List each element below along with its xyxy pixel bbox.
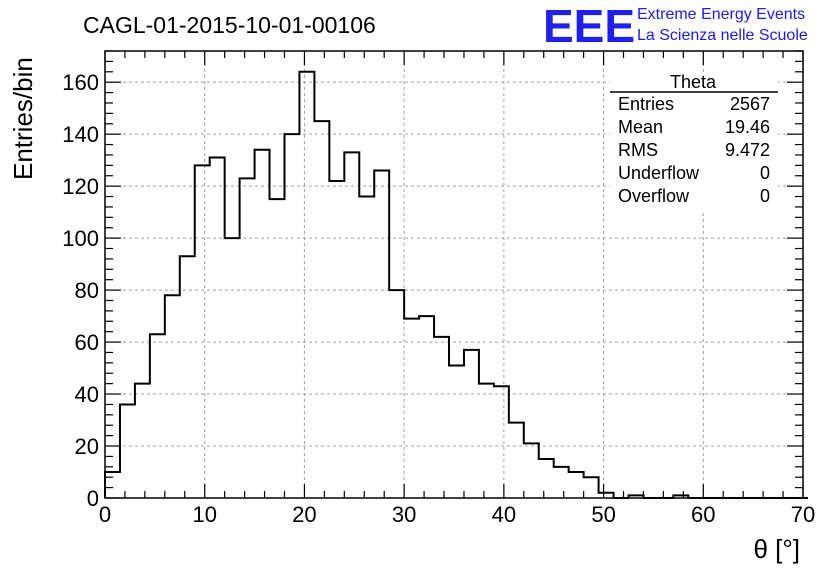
x-tick-label: 70 — [791, 502, 815, 527]
eee-logo-line2: La Scienza nelle Scuole — [637, 27, 808, 44]
stats-row-value: 19.46 — [725, 117, 770, 137]
stats-row-label: RMS — [618, 140, 658, 160]
stats-row-label: Underflow — [618, 163, 700, 183]
stats-row-value: 9.472 — [725, 140, 770, 160]
y-tick-label: 140 — [62, 122, 99, 147]
chart-title: CAGL-01-2015-10-01-00106 — [83, 12, 376, 38]
y-tick-labels: 0 20 40 60 80 100 120 140 160 — [62, 70, 99, 511]
stats-row-label: Mean — [618, 117, 663, 137]
stats-row-label: Entries — [618, 94, 674, 114]
plot-frame — [104, 50, 804, 499]
eee-logo-mark: EEE — [543, 0, 635, 52]
y-axis-label: Entries/bin — [8, 57, 38, 180]
stats-box: Theta Entries 2567 Mean 19.46 RMS 9.472 Underf… — [610, 72, 778, 212]
x-tick-labels: 0 10 20 30 40 50 60 70 — [99, 502, 815, 527]
x-tick-label: 30 — [392, 502, 416, 527]
x-tick-label: 20 — [292, 502, 316, 527]
stats-box-rows: Entries 2567 Mean 19.46 RMS 9.472 Underflow 0 Ov… — [618, 94, 770, 206]
stats-row-value: 2567 — [730, 94, 770, 114]
eee-logo: EEE Extreme Energy Events La Scienza nel… — [543, 0, 808, 52]
stats-row-label: Overflow — [618, 186, 690, 206]
stats-box-background — [610, 72, 778, 212]
y-tick-label: 0 — [87, 486, 99, 511]
x-tick-label: 50 — [591, 502, 615, 527]
stats-row-value: 0 — [760, 186, 770, 206]
y-tick-label: 20 — [75, 434, 99, 459]
histogram-step-line — [104, 70, 808, 499]
eee-logo-line1: Extreme Energy Events — [637, 6, 805, 23]
x-axis-label: θ [°] — [753, 534, 800, 564]
x-tick-label: 60 — [691, 502, 715, 527]
y-tick-label: 80 — [75, 278, 99, 303]
x-tick-label: 40 — [492, 502, 516, 527]
stats-row-value: 0 — [760, 163, 770, 183]
stats-box-title: Theta — [670, 72, 717, 92]
y-tick-label: 60 — [75, 330, 99, 355]
x-tick-label: 0 — [99, 502, 111, 527]
y-tick-label: 120 — [62, 174, 99, 199]
y-tick-label: 100 — [62, 226, 99, 251]
y-tick-label: 40 — [75, 382, 99, 407]
x-tick-label: 10 — [192, 502, 216, 527]
y-tick-label: 160 — [62, 70, 99, 95]
